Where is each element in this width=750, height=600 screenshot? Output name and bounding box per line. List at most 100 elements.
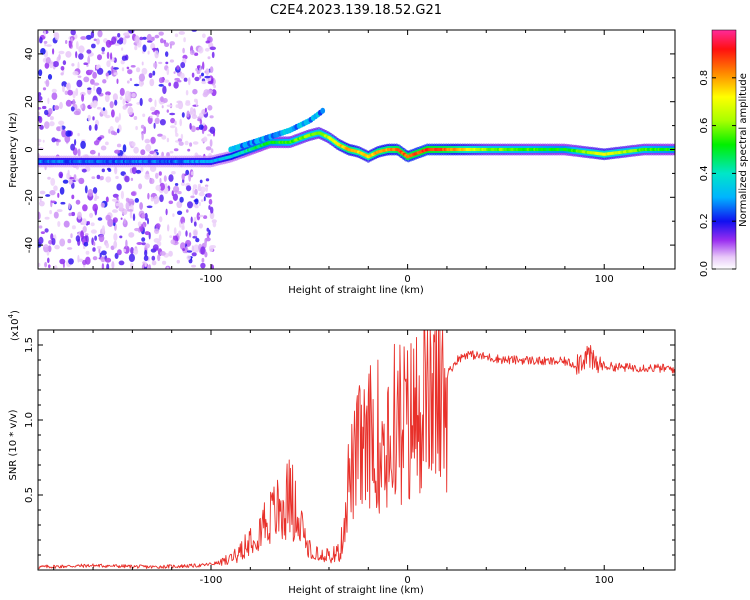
spectrogram-noise-speckle	[162, 85, 167, 95]
spectrogram-noise-speckle	[195, 126, 200, 131]
spectrogram-noise-speckle	[139, 202, 144, 210]
spectrogram-noise-speckle	[70, 106, 75, 112]
spectrogram-noise-speckle	[45, 57, 51, 64]
spectrogram-noise-speckle	[42, 87, 47, 91]
spectrogram-noise-speckle	[96, 106, 102, 110]
spectrogram-noise-speckle	[190, 216, 193, 224]
spectrogram-noise-speckle	[156, 113, 159, 118]
spectrogram-noise-speckle	[54, 32, 60, 41]
spectrogram-x-ticks: -100 0 100	[53, 30, 645, 285]
spectrogram-noise-speckle	[89, 212, 94, 218]
spectrogram-noise-speckle	[38, 95, 43, 102]
spectrogram-noise-speckle	[38, 107, 42, 110]
spectrogram-noise-speckle	[191, 252, 197, 257]
spectrogram-noise-speckle	[163, 79, 170, 83]
snr-panel: -100 0 100 0.5 1.0 1.5 Height of straight li…	[7, 310, 676, 596]
spectrogram-noise-speckle	[185, 89, 189, 96]
spectrogram-noise-speckle	[204, 184, 209, 188]
spectrogram-noise-speckle	[174, 120, 177, 126]
spectrogram-noise-speckle	[204, 75, 211, 79]
spectrogram-noise-speckle	[71, 63, 75, 67]
spectrogram-noise-speckle	[101, 168, 106, 173]
spectrogram-noise-speckle	[188, 77, 191, 86]
spectrogram-noise-speckle	[72, 98, 76, 107]
spectrogram-noise-speckle	[155, 172, 159, 179]
spectrogram-noise-speckle	[147, 192, 150, 200]
snr-y-axis-title: SNR (10 * v/v)	[8, 409, 19, 480]
spectrogram-noise-speckle	[74, 139, 77, 146]
spectrogram-noise-speckle	[189, 122, 192, 130]
spectrogram-noise-speckle	[201, 80, 207, 85]
spectrogram-noise-speckle	[80, 104, 84, 109]
spectrogram-noise-speckle	[53, 185, 58, 191]
spectrogram-noise-speckle	[207, 56, 211, 60]
spectrogram-noise-speckle	[123, 218, 127, 225]
spectrogram-noise-speckle	[132, 213, 136, 221]
snr-x-tick-label: -100	[200, 575, 223, 586]
spectrogram-noise-speckle	[179, 196, 184, 203]
spectrogram-noise-speckle	[158, 171, 162, 176]
spectrogram-noise-speckle	[54, 105, 60, 111]
spectrogram-noise-speckle	[178, 31, 185, 35]
spectrogram-noise-speckle	[39, 200, 45, 207]
spectrogram-noise-speckle	[168, 250, 173, 257]
snr-multiplier: (x104)	[7, 310, 21, 341]
spectrogram-noise-speckle	[149, 115, 153, 119]
spectrogram-noise-speckle	[66, 247, 73, 250]
spectrogram-x-tick-label: 100	[595, 274, 614, 285]
spectrogram-y-ticks: -40 -20 0 20 40	[24, 29, 675, 270]
spectrogram-noise-speckle	[87, 87, 92, 90]
spectrogram-noise-speckle	[190, 125, 196, 133]
spectrogram-noise-speckle	[67, 238, 72, 244]
spectrogram-noise-speckle	[165, 61, 169, 65]
snr-y-tick-label: 0.5	[24, 487, 35, 503]
spectrogram-noise-speckle	[68, 179, 73, 185]
spectrogram-noise-speckle	[105, 196, 109, 203]
spectrogram-noise-speckle	[201, 257, 205, 263]
spectrogram-noise-speckle	[186, 209, 189, 213]
spectrogram-noise-speckle	[78, 45, 85, 54]
spectrogram-noise-speckle	[96, 87, 102, 95]
spectrogram-noise-speckle	[144, 231, 150, 236]
spectrogram-noise-speckle	[38, 211, 41, 220]
spectrogram-noise-speckle	[202, 61, 205, 70]
spectrogram-noise-speckle	[153, 122, 156, 129]
spectrogram-noise-speckle	[159, 119, 166, 126]
spectrogram-noise-speckle	[58, 171, 64, 178]
spectrogram-noise-speckle	[83, 242, 89, 247]
spectrogram-noise-speckle	[190, 195, 195, 199]
spectrogram-noise-speckle	[196, 65, 201, 69]
spectrogram-noise-speckle	[109, 126, 114, 132]
spectrogram-noise-speckle	[97, 136, 102, 141]
spectrogram-noise-speckle	[141, 67, 148, 75]
spectrogram-noise-speckle	[204, 107, 207, 113]
spectrogram-noise-speckle	[114, 252, 119, 259]
spectrogram-noise-speckle	[71, 194, 75, 200]
spectrogram-noise-speckle	[138, 73, 145, 82]
spectrogram-noise-speckle	[54, 244, 60, 250]
spectrogram-noise-speckle	[198, 191, 205, 197]
spectrogram-noise-speckle	[72, 179, 77, 183]
snr-multiplier-base: (x10	[10, 318, 21, 341]
spectrogram-noise-speckle	[92, 247, 96, 252]
spectrogram-noise-speckle	[47, 74, 53, 80]
spectrogram-noise-speckle	[94, 235, 97, 241]
spectrogram-noise-speckle	[119, 96, 123, 100]
spectrogram-noise-speckle	[62, 85, 65, 93]
spectrogram-noise-speckle	[53, 265, 58, 269]
spectrogram-noise-speckle	[144, 261, 147, 268]
spectrogram-noise-speckle	[90, 31, 95, 39]
spectrogram-noise-speckle	[116, 128, 120, 134]
colorbar-ticks: 0.0 0.2 0.4 0.6 0.8	[699, 70, 736, 277]
spectrogram-noise-speckle	[81, 94, 85, 102]
spectrogram-noise-speckle	[93, 85, 96, 91]
spectrogram-noise-speckle	[49, 190, 56, 196]
spectrogram-noise-speckle	[107, 168, 112, 172]
spectrogram-noise-speckle	[180, 62, 186, 69]
spectrogram-noise-speckle	[202, 33, 206, 39]
spectrogram-noise-speckle	[207, 80, 214, 85]
spectrogram-noise-speckle	[191, 114, 198, 120]
spectrogram-noise-speckle	[176, 259, 180, 264]
spectrogram-noise-speckle	[87, 189, 94, 197]
spectrogram-noise-speckle	[85, 250, 90, 255]
